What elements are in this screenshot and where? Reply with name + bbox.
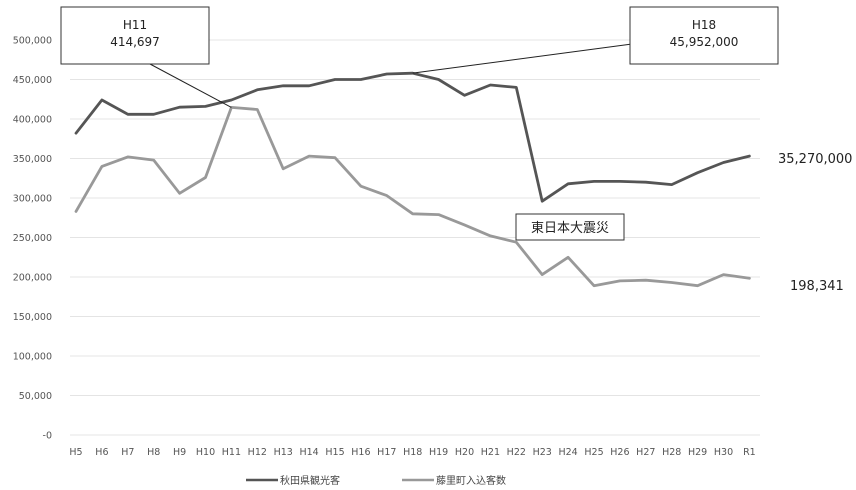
y-tick-label: 250,000	[13, 233, 52, 244]
legend: 秋田県観光客 藤里町入込客数	[246, 474, 506, 487]
x-tick-label: H7	[121, 447, 134, 458]
callout-h11-value: 414,697	[110, 35, 160, 49]
x-tick-label: R1	[743, 447, 756, 458]
end-label-town: 198,341	[790, 279, 844, 294]
callout-h11-title: H11	[123, 18, 147, 32]
x-tick-label: H23	[533, 447, 552, 458]
x-tick-label: H27	[636, 447, 655, 458]
x-tick-label: H10	[196, 447, 215, 458]
legend-label-prefecture: 秋田県観光客	[280, 474, 340, 487]
x-tick-label: H26	[610, 447, 629, 458]
y-tick-label: 100,000	[13, 352, 52, 363]
x-tick-label: H24	[558, 447, 577, 458]
y-tick-label: -0	[43, 431, 52, 442]
x-tick-label: H25	[584, 447, 603, 458]
callout-h11-leader	[149, 63, 232, 108]
series-line-1	[74, 106, 751, 288]
x-tick-label: H6	[95, 447, 108, 458]
x-tick-label: H20	[455, 447, 474, 458]
callout-earthquake-label: 東日本大震災	[531, 220, 609, 236]
series-line-0	[74, 71, 751, 203]
y-tick-label: 350,000	[13, 154, 52, 165]
y-axis: -0 50,000 100,000 150,000 200,000 250,000 300,…	[13, 36, 52, 442]
x-tick-label: H19	[429, 447, 448, 458]
x-tick-label: H17	[377, 447, 396, 458]
callout-h18-value: 45,952,000	[670, 35, 739, 49]
x-tick-label: H8	[147, 447, 160, 458]
x-tick-label: H5	[69, 447, 82, 458]
callout-h11-box	[60, 6, 210, 65]
legend-label-town: 藤里町入込客数	[436, 474, 506, 487]
y-tick-label: 500,000	[13, 36, 52, 47]
end-label-prefecture: 35,270,000	[778, 152, 852, 167]
grid	[70, 39, 760, 436]
x-tick-label: H28	[662, 447, 681, 458]
x-tick-label: H13	[274, 447, 293, 458]
y-tick-label: 300,000	[13, 194, 52, 205]
x-tick-label: H11	[222, 447, 241, 458]
x-tick-label: H18	[403, 447, 422, 458]
x-axis: H5 H6 H7 H8 H9 H10 H11 H12 H13 H14 H15 H16 H17 H18 H19…	[69, 447, 755, 458]
callout-h18-leader	[412, 43, 633, 74]
callout-earthquake: 東日本大震災	[515, 213, 625, 241]
callout-h18: H18 45,952,000	[412, 6, 779, 74]
series-lines	[74, 71, 751, 288]
x-tick-label: H22	[507, 447, 526, 458]
x-tick-label: H14	[299, 447, 318, 458]
y-tick-label: 200,000	[13, 273, 52, 284]
x-tick-label: H12	[248, 447, 267, 458]
callout-h18-title: H18	[692, 18, 716, 32]
x-tick-label: H30	[714, 447, 733, 458]
x-tick-label: H9	[173, 447, 186, 458]
y-tick-label: 50,000	[19, 391, 52, 402]
x-tick-label: H29	[688, 447, 707, 458]
x-tick-label: H16	[351, 447, 370, 458]
x-tick-label: H21	[481, 447, 500, 458]
callout-h18-box	[629, 6, 779, 65]
y-tick-label: 450,000	[13, 75, 52, 86]
callout-earthquake-box	[515, 213, 625, 241]
x-tick-label: H15	[325, 447, 344, 458]
callout-h11: H11 414,697	[60, 6, 232, 108]
y-tick-label: 400,000	[13, 115, 52, 126]
y-tick-label: 150,000	[13, 312, 52, 323]
